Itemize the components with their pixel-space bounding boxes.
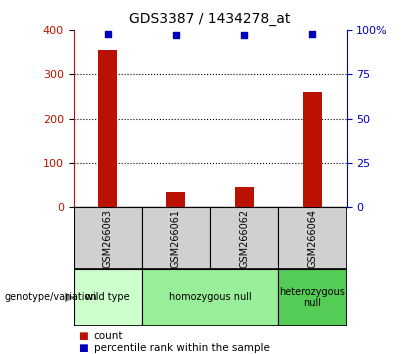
Text: percentile rank within the sample: percentile rank within the sample bbox=[94, 343, 270, 353]
Bar bbox=[142, 269, 278, 326]
Text: GSM266062: GSM266062 bbox=[239, 209, 249, 268]
Bar bbox=[303, 92, 322, 207]
Title: GDS3387 / 1434278_at: GDS3387 / 1434278_at bbox=[129, 12, 291, 26]
Text: ■: ■ bbox=[78, 343, 87, 353]
Bar bbox=[278, 269, 346, 326]
Text: GSM266061: GSM266061 bbox=[171, 209, 181, 268]
Bar bbox=[74, 207, 142, 269]
Text: wild type: wild type bbox=[85, 292, 130, 302]
Text: GSM266063: GSM266063 bbox=[102, 209, 113, 268]
Bar bbox=[98, 50, 117, 207]
Text: genotype/variation: genotype/variation bbox=[4, 292, 97, 302]
Point bbox=[309, 31, 316, 36]
Bar bbox=[234, 187, 254, 207]
Bar bbox=[278, 207, 346, 269]
Bar bbox=[142, 207, 210, 269]
Polygon shape bbox=[65, 292, 74, 302]
Bar bbox=[74, 269, 142, 326]
Text: homozygous null: homozygous null bbox=[168, 292, 252, 302]
Point bbox=[241, 33, 247, 38]
Bar bbox=[210, 207, 278, 269]
Text: count: count bbox=[94, 331, 123, 341]
Bar bbox=[166, 193, 186, 207]
Text: heterozygous
null: heterozygous null bbox=[279, 286, 345, 308]
Text: ■: ■ bbox=[78, 331, 87, 341]
Text: GSM266064: GSM266064 bbox=[307, 209, 318, 268]
Point bbox=[104, 31, 111, 36]
Point bbox=[173, 33, 179, 38]
